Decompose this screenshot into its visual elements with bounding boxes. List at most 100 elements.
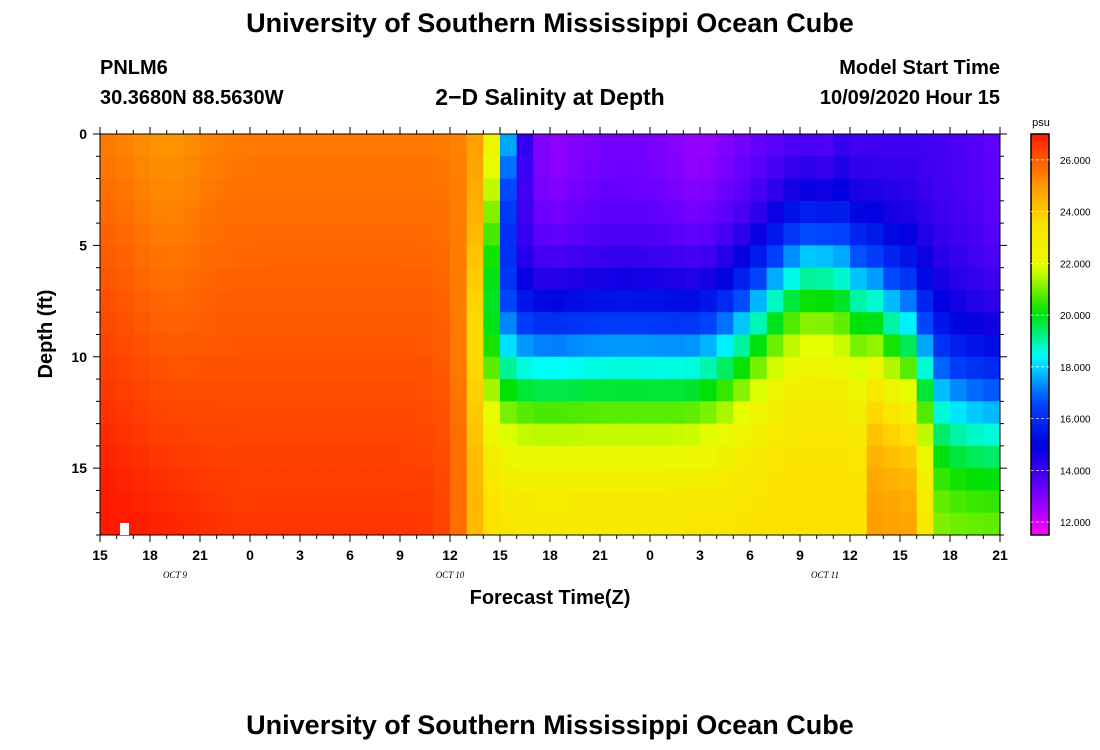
heatmap-cell: [300, 356, 318, 380]
date-label: OCT 11: [811, 570, 839, 580]
station-coordinates: 30.3680N 88.5630W: [100, 87, 284, 109]
heatmap-cell: [383, 379, 401, 402]
heatmap-cell: [916, 223, 934, 246]
heatmap-cell: [983, 223, 1000, 246]
heatmap-cell: [566, 134, 584, 157]
heatmap-cell: [350, 312, 368, 336]
heatmap-cell: [300, 178, 318, 202]
heatmap-cell: [483, 423, 501, 447]
heatmap-cell: [550, 223, 568, 246]
heatmap-cell: [700, 423, 718, 447]
heatmap-cell: [716, 245, 734, 269]
heatmap-cell: [100, 334, 118, 358]
heatmap-cell: [800, 134, 818, 157]
heatmap-cell: [783, 512, 801, 535]
heatmap-cell: [583, 379, 601, 402]
heatmap-cell: [200, 379, 218, 402]
heatmap-cell: [366, 468, 384, 492]
heatmap-cell: [416, 312, 434, 336]
heatmap-cell: [166, 512, 184, 535]
heatmap-cell: [783, 245, 801, 269]
heatmap-cell: [850, 445, 868, 469]
heatmap-cell: [316, 267, 334, 291]
heatmap-cell: [950, 468, 968, 492]
heatmap-cell: [950, 134, 968, 157]
heatmap-cell: [566, 468, 584, 492]
heatmap-cell: [133, 267, 151, 291]
heatmap-cell: [866, 267, 884, 291]
heatmap-cell: [850, 223, 868, 246]
heatmap-cell: [200, 512, 218, 535]
heatmap-cell: [383, 267, 401, 291]
heatmap-cell: [733, 401, 751, 425]
heatmap-cell: [400, 356, 418, 380]
heatmap-cell: [450, 134, 468, 157]
heatmap-cell: [266, 156, 284, 180]
heatmap-cell: [700, 379, 718, 402]
heatmap-cell: [466, 445, 484, 469]
heatmap-cell: [550, 156, 568, 180]
heatmap-cell: [283, 223, 301, 246]
heatmap-cell: [283, 245, 301, 269]
heatmap-cell: [833, 245, 851, 269]
heatmap-cell: [900, 223, 918, 246]
heatmap-cell: [700, 245, 718, 269]
heatmap-cell: [150, 200, 168, 224]
heatmap-cell: [616, 423, 634, 447]
heatmap-cell: [616, 156, 634, 180]
heatmap-cell: [683, 312, 701, 336]
heatmap-cell: [183, 379, 201, 402]
heatmap-cell: [816, 156, 834, 180]
heatmap-cell: [716, 356, 734, 380]
x-tick-label: 3: [696, 547, 704, 563]
heatmap-cell: [933, 445, 951, 469]
heatmap-cell: [816, 200, 834, 224]
heatmap-cell: [533, 512, 551, 535]
heatmap-cell: [750, 379, 768, 402]
heatmap-cell: [400, 245, 418, 269]
heatmap-cell: [566, 289, 584, 313]
heatmap-cell: [350, 401, 368, 425]
heatmap-cell: [533, 423, 551, 447]
heatmap-cell: [600, 245, 618, 269]
heatmap-cell: [600, 200, 618, 224]
heatmap-cell: [766, 423, 784, 447]
heatmap-cell: [966, 512, 984, 535]
heatmap-cell: [933, 379, 951, 402]
heatmap-cell: [333, 356, 351, 380]
heatmap-cell: [300, 490, 318, 514]
heatmap-cell: [716, 134, 734, 157]
heatmap-cell: [100, 223, 118, 246]
heatmap-cell: [583, 312, 601, 336]
heatmap-cell: [800, 156, 818, 180]
heatmap-cell: [650, 223, 668, 246]
heatmap-cell: [800, 512, 818, 535]
heatmap-cell: [916, 490, 934, 514]
x-tick-label: 9: [396, 547, 404, 563]
heatmap-cell: [533, 245, 551, 269]
heatmap-cell: [600, 334, 618, 358]
heatmap-cell: [366, 379, 384, 402]
heatmap-cell: [183, 178, 201, 202]
heatmap-cell: [600, 445, 618, 469]
heatmap-cell: [533, 401, 551, 425]
heatmap-cell: [316, 334, 334, 358]
heatmap-cell: [200, 245, 218, 269]
heatmap-cell: [550, 401, 568, 425]
x-axis-label: Forecast Time(Z): [470, 587, 631, 609]
heatmap-cell: [483, 312, 501, 336]
heatmap-cell: [416, 200, 434, 224]
heatmap-cell: [383, 312, 401, 336]
heatmap-cell: [250, 379, 268, 402]
heatmap-cell: [666, 512, 684, 535]
heatmap-cell: [833, 423, 851, 447]
heatmap-cell: [450, 156, 468, 180]
heatmap-cell: [450, 379, 468, 402]
heatmap-cell: [166, 401, 184, 425]
heatmap-cell: [133, 312, 151, 336]
heatmap-cell: [533, 334, 551, 358]
heatmap-cell: [383, 490, 401, 514]
heatmap-cell: [733, 490, 751, 514]
x-tick-label: 6: [746, 547, 754, 563]
heatmap-cell: [450, 223, 468, 246]
